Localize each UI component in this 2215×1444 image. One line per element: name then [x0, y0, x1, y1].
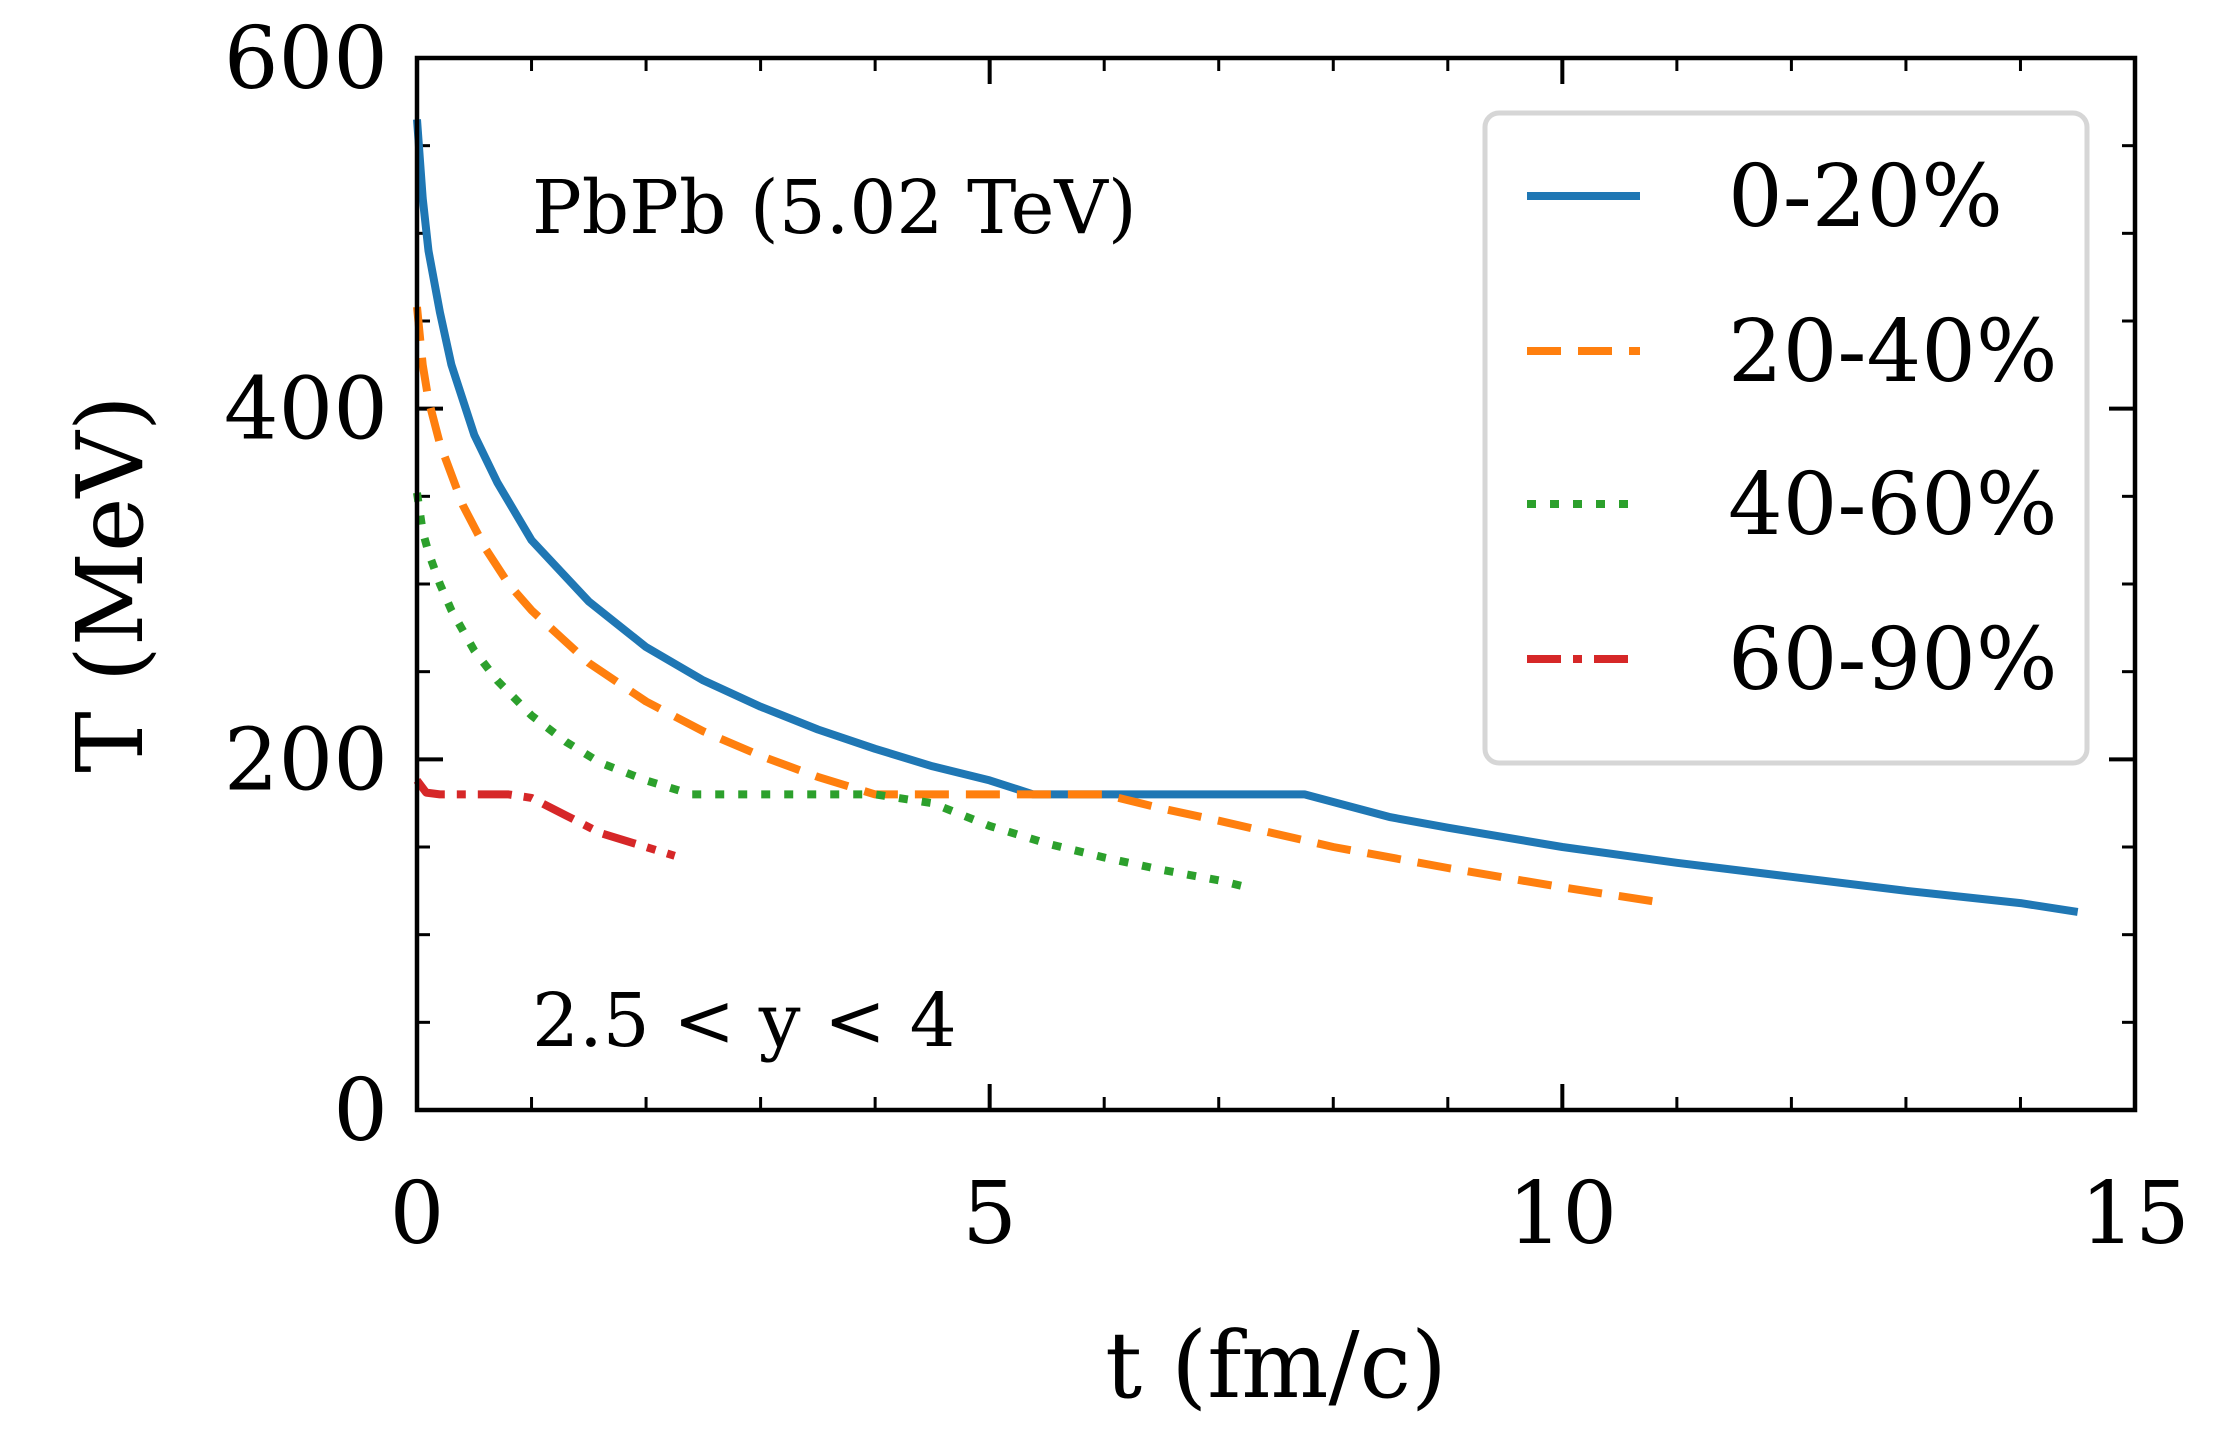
series-line-0-20pct [413, 119, 2079, 916]
y-tick-label: 600 [224, 9, 388, 109]
x-tick-label: 5 [962, 1164, 1017, 1264]
axes-frame [414, 55, 2138, 1113]
legend-label-40-60: 40-60% [1728, 455, 2058, 555]
y-tick-labels: 0 200 400 600 [224, 9, 388, 1161]
series-line-60-90pct [413, 777, 676, 860]
legend-label-0-20: 0-20% [1728, 147, 2003, 247]
legend-label-20-40: 20-40% [1728, 302, 2058, 402]
legend-label-60-90: 60-90% [1728, 610, 2058, 710]
x-tick-label: 10 [1508, 1164, 1617, 1264]
series-line-40-60pct [413, 492, 1249, 892]
y-axis-title: T (MeV) [57, 395, 164, 772]
y-tick-label: 400 [224, 360, 388, 460]
y-tick-label: 200 [224, 710, 388, 810]
x-axis-title: t (fm/c) [1105, 1312, 1447, 1419]
x-tick-label: 15 [2080, 1164, 2189, 1264]
series-layer [413, 119, 2079, 916]
legend: 0-20% 20-40% 40-60% 60-90% [1482, 110, 2090, 766]
annotation-rapidity: 2.5 < y < 4 [532, 978, 957, 1064]
annotation-system: PbPb (5.02 TeV) [532, 165, 1137, 251]
x-tick-labels: 0 5 10 15 [390, 1164, 2190, 1264]
legend-frame [1482, 110, 2090, 766]
x-tick-label: 0 [390, 1164, 445, 1264]
series-line-20-40pct [413, 306, 1655, 906]
y-tick-label: 0 [333, 1061, 388, 1161]
